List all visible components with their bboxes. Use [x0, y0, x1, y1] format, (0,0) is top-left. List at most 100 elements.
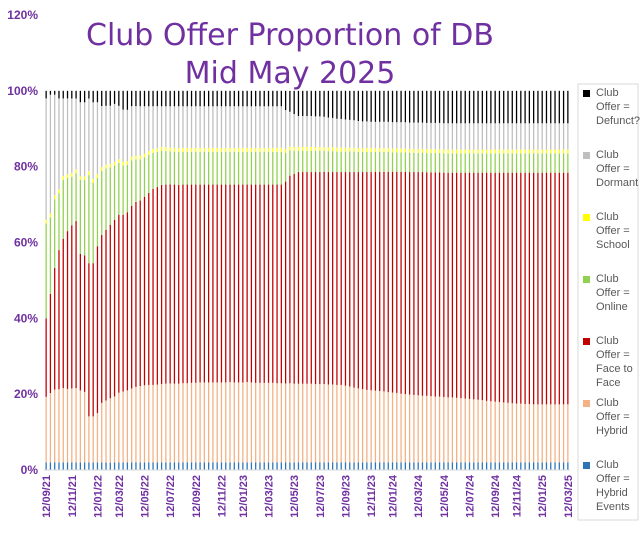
bar-segment-series-1: [533, 404, 535, 463]
bar-segment-series-4: [464, 149, 466, 154]
bar-segment-series-6: [503, 90, 505, 124]
bar-segment-series-6: [199, 90, 201, 107]
bar-segment-series-3: [477, 153, 479, 173]
bar-segment-series-0: [550, 462, 552, 470]
bar-segment-series-6: [276, 90, 278, 107]
bar-segment-series-4: [498, 149, 501, 154]
legend-swatch: [583, 338, 590, 345]
bar-segment-series-2: [357, 172, 359, 389]
bar-segment-series-0: [391, 462, 394, 470]
bar-segment-series-4: [118, 159, 120, 163]
bar-segment-series-3: [216, 151, 218, 185]
bar-segment-series-2: [293, 174, 295, 384]
bar-segment-series-4: [109, 163, 111, 168]
bar-segment-series-5: [272, 106, 274, 148]
bar-segment-series-4: [400, 148, 402, 153]
bar-segment-series-2: [545, 172, 548, 405]
bar-segment-series-5: [190, 106, 193, 148]
bar-segment-series-1: [554, 404, 556, 463]
bar-segment-series-3: [370, 151, 372, 173]
bar-segment-series-5: [366, 121, 368, 149]
bar-segment-series-1: [545, 404, 548, 463]
bar-segment-series-0: [88, 462, 90, 470]
legend-label: Offer =: [596, 101, 630, 113]
bar-segment-series-5: [374, 121, 377, 149]
bar-segment-series-4: [246, 147, 248, 152]
bar-segment-series-2: [66, 231, 69, 389]
bar-segment-series-1: [212, 382, 214, 463]
bar-segment-series-1: [349, 386, 351, 463]
bar-segment-series-2: [199, 184, 201, 383]
bar-segment-series-2: [272, 184, 274, 383]
bar-segment-series-5: [306, 115, 308, 147]
bar-segment-series-2: [148, 192, 150, 385]
bar-segment-series-5: [349, 119, 351, 148]
bar-segment-series-3: [327, 151, 330, 173]
bar-segment-series-3: [498, 153, 501, 173]
legend-label: Club: [596, 149, 619, 161]
bar-segment-series-4: [379, 148, 381, 153]
bar-segment-series-0: [503, 462, 505, 470]
bar-segment-series-5: [293, 114, 295, 147]
bar-segment-series-2: [131, 205, 133, 389]
bar-segment-series-5: [66, 98, 69, 175]
bar-segment-series-0: [246, 462, 248, 470]
bar-segment-series-6: [533, 90, 535, 124]
bar-segment-series-1: [443, 397, 445, 463]
bar-segment-series-0: [332, 462, 334, 470]
legend-label: Club: [596, 211, 619, 223]
bar-segment-series-3: [83, 180, 86, 256]
bar-segment-series-1: [272, 382, 274, 463]
bar-segment-series-5: [165, 106, 167, 148]
bar-segment-series-4: [229, 147, 231, 152]
bar-segment-series-0: [58, 462, 60, 470]
bar-segment-series-5: [494, 123, 496, 150]
bar-segment-series-4: [284, 148, 287, 153]
bar-segment-series-0: [456, 462, 458, 470]
bar-segment-series-5: [344, 119, 347, 148]
bar-segment-series-2: [473, 172, 475, 400]
bar-segment-series-0: [122, 462, 124, 470]
legend-label: Club: [596, 397, 619, 409]
bar-segment-series-1: [408, 394, 411, 463]
legend-label: Offer =: [596, 411, 630, 423]
bar-segment-series-4: [490, 149, 492, 154]
bar-segment-series-5: [533, 123, 535, 150]
bar-segment-series-1: [92, 416, 94, 463]
bar-segment-series-6: [468, 90, 471, 124]
bar-segment-series-2: [481, 172, 483, 401]
bar-segment-series-3: [306, 150, 308, 173]
bar-segment-series-6: [289, 90, 291, 112]
bar-segment-series-6: [515, 90, 518, 124]
bar-segment-series-3: [387, 152, 389, 172]
bar-segment-series-6: [49, 90, 52, 95]
x-tick-label: 12/09/23: [340, 475, 352, 518]
x-tick-label: 12/05/22: [139, 475, 151, 518]
bar-segment-series-3: [54, 199, 56, 269]
bar-segment-series-5: [319, 116, 321, 147]
bar-segment-series-1: [237, 382, 240, 463]
bar-segment-series-1: [379, 390, 381, 463]
bar-segment-series-2: [139, 200, 141, 387]
bar-segment-series-4: [71, 172, 73, 177]
bar-segment-series-3: [408, 152, 411, 173]
bar-segment-series-4: [340, 147, 342, 152]
bar-segment-series-3: [186, 151, 188, 185]
bar-segment-series-0: [105, 462, 107, 470]
bar-segment-series-3: [131, 160, 133, 206]
bar-segment-series-1: [113, 396, 116, 463]
bar-segment-series-6: [118, 90, 120, 106]
bar-segment-series-5: [203, 106, 205, 148]
bar-segment-series-4: [323, 146, 325, 151]
bar-segment-series-0: [302, 462, 304, 470]
bar-segment-series-3: [374, 152, 377, 172]
bar-segment-series-5: [62, 98, 64, 177]
bar-segment-series-2: [443, 172, 445, 398]
bar-segment-series-6: [361, 90, 364, 122]
bar-segment-series-4: [135, 155, 137, 160]
bar-segment-series-1: [225, 382, 227, 463]
bar-segment-series-6: [494, 90, 496, 124]
bar-segment-series-1: [131, 388, 133, 463]
bar-segment-series-1: [490, 401, 492, 463]
bar-segment-series-6: [182, 90, 184, 107]
